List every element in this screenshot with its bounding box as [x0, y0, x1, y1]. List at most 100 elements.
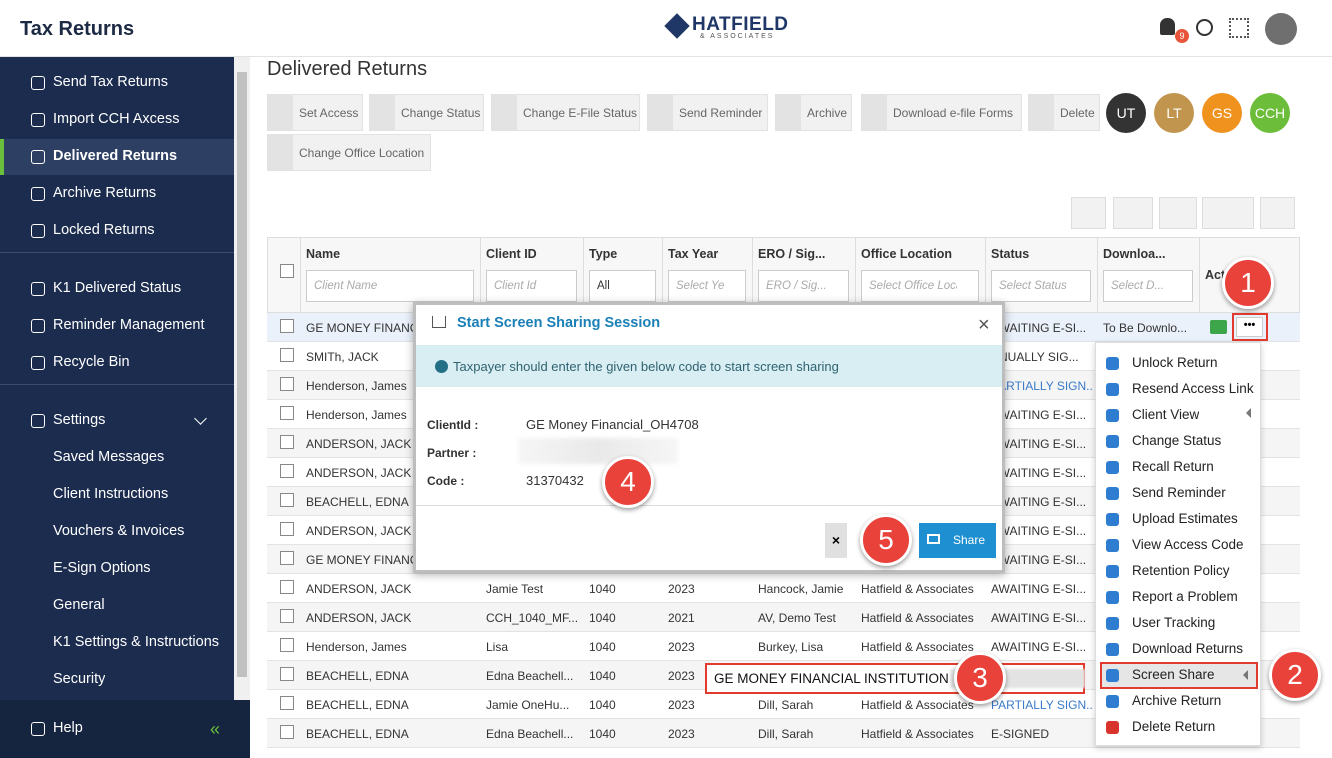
header-checkbox[interactable]	[280, 264, 294, 278]
menu-item[interactable]: Resend Access Link	[1132, 381, 1254, 396]
row-checkbox[interactable]	[280, 696, 294, 710]
cell: AWAITING E-SI...	[991, 524, 1093, 538]
cell: AWAITING E-SI...	[991, 553, 1093, 567]
action-button[interactable]: Delete	[1028, 94, 1100, 131]
user-avatar[interactable]: CCH	[1250, 93, 1290, 133]
nav-item[interactable]: Send Tax Returns	[53, 74, 168, 90]
tool-button[interactable]	[1260, 197, 1295, 229]
action-button[interactable]: Send Reminder	[647, 94, 768, 131]
action-button[interactable]: Change Office Location	[267, 134, 431, 171]
row-checkbox[interactable]	[280, 522, 294, 536]
menu-item[interactable]: User Tracking	[1132, 615, 1215, 630]
menu-item[interactable]: View Access Code	[1132, 537, 1244, 552]
row-checkbox[interactable]	[280, 638, 294, 652]
tool-button[interactable]	[1113, 197, 1153, 229]
field-label: Code :	[427, 474, 464, 488]
row-checkbox[interactable]	[280, 377, 294, 391]
nav-item[interactable]: K1 Delivered Status	[53, 280, 181, 296]
nav-item[interactable]: Locked Returns	[53, 222, 155, 238]
row-checkbox[interactable]	[280, 580, 294, 594]
column-header[interactable]: ERO / Sig...	[758, 247, 831, 261]
nav-icon	[31, 282, 45, 296]
nav-item[interactable]: Saved Messages	[53, 449, 164, 465]
user-avatar[interactable]: GS	[1202, 93, 1242, 133]
nav-item[interactable]: E-Sign Options	[53, 560, 151, 576]
column-header[interactable]: Office Location	[861, 247, 961, 261]
filter-placeholder: ERO / Sig...	[766, 280, 827, 292]
action-button[interactable]: Change Status	[369, 94, 484, 131]
cell: CCH_1040_MF...	[486, 611, 579, 625]
headset-icon[interactable]	[1196, 19, 1213, 36]
menu-item[interactable]: Delete Return	[1132, 719, 1215, 734]
menu-item[interactable]: Upload Estimates	[1132, 511, 1238, 526]
cell: E-SIGNED	[991, 727, 1093, 741]
nav-item[interactable]: K1 Settings & Instructions	[53, 634, 219, 650]
app-title: Tax Returns	[20, 18, 134, 41]
avatar[interactable]	[1265, 13, 1297, 45]
cancel-button[interactable]: ×	[825, 523, 847, 558]
nav-item[interactable]: Settings	[53, 412, 105, 428]
tool-button[interactable]	[1159, 197, 1197, 229]
row-checkbox[interactable]	[280, 609, 294, 623]
menu-icon	[1106, 357, 1119, 370]
tool-button[interactable]	[1071, 197, 1106, 229]
row-action[interactable]	[1210, 320, 1227, 334]
user-avatar[interactable]: UT	[1106, 93, 1146, 133]
menu-item[interactable]: Report a Problem	[1132, 589, 1238, 604]
column-header[interactable]: Client ID	[486, 247, 559, 261]
nav-item[interactable]: Security	[53, 671, 105, 687]
nav-item[interactable]: Import CCH Axcess	[53, 111, 180, 127]
share-button[interactable]: Share	[919, 523, 996, 558]
column-header[interactable]: Type	[589, 247, 638, 261]
menu-item[interactable]: Client View	[1132, 407, 1199, 422]
modal-title: Start Screen Sharing Session	[457, 315, 660, 331]
row-checkbox[interactable]	[280, 406, 294, 420]
row-checkbox[interactable]	[280, 493, 294, 507]
nav-item[interactable]: Archive Returns	[53, 185, 156, 201]
menu-item[interactable]: Send Reminder	[1132, 485, 1226, 500]
nav-item[interactable]: Help	[53, 720, 83, 736]
action-label: Send Reminder	[679, 106, 762, 120]
nav-item[interactable]: General	[53, 597, 105, 613]
row-checkbox[interactable]	[280, 435, 294, 449]
nav-item[interactable]: Vouchers & Invoices	[53, 523, 184, 539]
blurred-value	[518, 438, 678, 464]
filter-placeholder: Client Name	[314, 280, 452, 292]
menu-icon	[1106, 487, 1119, 500]
cell: Jamie Test	[486, 582, 579, 596]
column-header[interactable]: Downloa...	[1103, 247, 1175, 261]
nav-item[interactable]: Client Instructions	[53, 486, 168, 502]
row-checkbox[interactable]	[280, 464, 294, 478]
action-button[interactable]: Set Access	[267, 94, 363, 131]
tool-button[interactable]	[1202, 197, 1254, 229]
user-avatar[interactable]: LT	[1154, 93, 1194, 133]
nav-item[interactable]: Reminder Management	[53, 317, 205, 333]
menu-item[interactable]: Recall Return	[1132, 459, 1214, 474]
menu-item[interactable]: Unlock Return	[1132, 355, 1218, 370]
row-checkbox[interactable]	[280, 551, 294, 565]
menu-item[interactable]: Download Returns	[1132, 641, 1243, 656]
bell-icon[interactable]	[1160, 18, 1175, 35]
nav-icon	[31, 722, 45, 736]
column-header[interactable]: Tax Year	[668, 247, 728, 261]
action-button[interactable]: Download e-file Forms	[861, 94, 1022, 131]
cell: 2023	[668, 582, 748, 596]
nav-item[interactable]: Delivered Returns	[53, 148, 177, 164]
menu-item[interactable]: Archive Return	[1132, 693, 1221, 708]
nav-item[interactable]: Recycle Bin	[53, 354, 130, 370]
column-header[interactable]: Name	[306, 247, 456, 261]
nav-icon	[31, 113, 45, 127]
close-icon[interactable]: ×	[978, 314, 990, 337]
action-button[interactable]: Change E-File Status	[491, 94, 640, 131]
menu-item[interactable]: Retention Policy	[1132, 563, 1230, 578]
cell: 1040	[589, 582, 658, 596]
column-header[interactable]: Status	[991, 247, 1073, 261]
row-checkbox[interactable]	[280, 667, 294, 681]
row-checkbox[interactable]	[280, 348, 294, 362]
row-checkbox[interactable]	[280, 725, 294, 739]
field-value: GE Money Financial_OH4708	[526, 417, 699, 432]
action-button[interactable]: Archive	[775, 94, 852, 131]
apps-icon[interactable]	[1229, 18, 1249, 38]
row-checkbox[interactable]	[280, 319, 294, 333]
menu-item[interactable]: Change Status	[1132, 433, 1221, 448]
